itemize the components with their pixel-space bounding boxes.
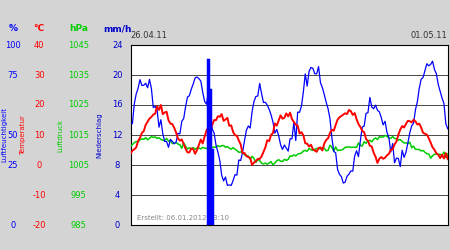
Text: 995: 995 — [70, 190, 86, 200]
Text: 12: 12 — [112, 130, 123, 140]
Text: 16: 16 — [112, 100, 123, 110]
Text: 4: 4 — [115, 190, 120, 200]
Text: 1005: 1005 — [68, 160, 89, 170]
Text: 1015: 1015 — [68, 130, 89, 140]
Text: %: % — [9, 24, 18, 33]
Text: 26.04.11: 26.04.11 — [130, 30, 167, 40]
Text: 30: 30 — [34, 70, 45, 80]
Text: 01.05.11: 01.05.11 — [411, 30, 448, 40]
Text: -10: -10 — [32, 190, 46, 200]
Text: 40: 40 — [34, 40, 45, 50]
Text: 8: 8 — [115, 160, 120, 170]
Text: Temperatur: Temperatur — [20, 115, 26, 155]
Text: 0: 0 — [115, 220, 120, 230]
Text: Niederschlag: Niederschlag — [97, 112, 103, 158]
Text: 100: 100 — [5, 40, 21, 50]
Text: 24: 24 — [112, 40, 123, 50]
Text: 50: 50 — [8, 130, 18, 140]
Text: 985: 985 — [70, 220, 86, 230]
Text: °C: °C — [34, 24, 45, 33]
Text: 10: 10 — [34, 130, 45, 140]
Text: 0: 0 — [10, 220, 16, 230]
Text: Erstellt: 06.01.2012 23:10: Erstellt: 06.01.2012 23:10 — [137, 216, 229, 222]
Text: 1035: 1035 — [68, 70, 89, 80]
Text: 25: 25 — [8, 160, 18, 170]
Text: 20: 20 — [112, 70, 123, 80]
Text: 75: 75 — [8, 70, 18, 80]
Text: -20: -20 — [32, 220, 46, 230]
Text: Luftdruck: Luftdruck — [58, 118, 64, 152]
Text: 1045: 1045 — [68, 40, 89, 50]
Text: 0: 0 — [36, 160, 42, 170]
Text: 1025: 1025 — [68, 100, 89, 110]
Text: Luftfeuchtigkeit: Luftfeuchtigkeit — [1, 108, 7, 162]
Text: 20: 20 — [34, 100, 45, 110]
Text: hPa: hPa — [69, 24, 88, 33]
Text: mm/h: mm/h — [103, 24, 132, 33]
